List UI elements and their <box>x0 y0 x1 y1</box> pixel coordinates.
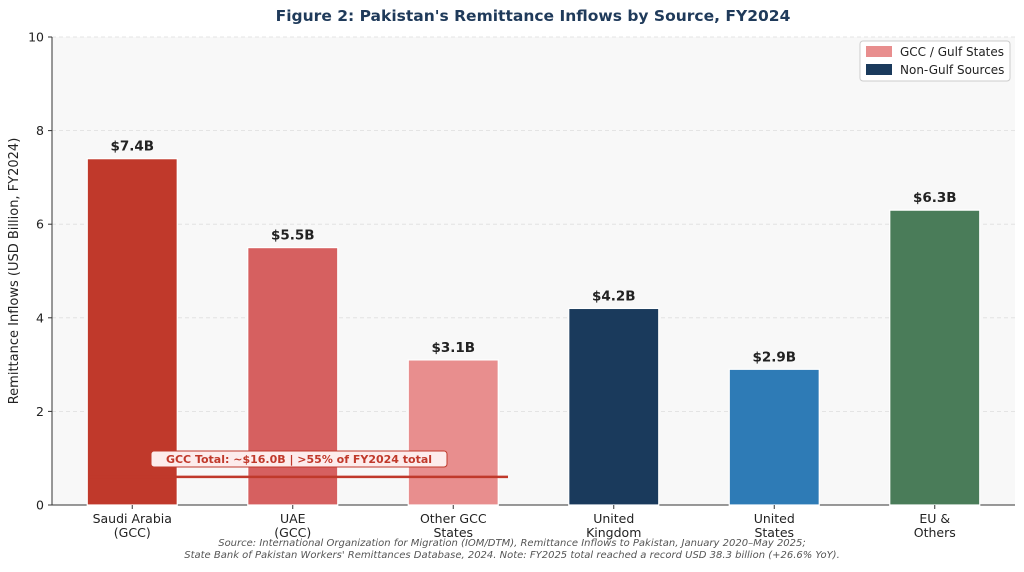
x-tick-label: Others <box>914 525 956 540</box>
legend-swatch <box>866 46 892 57</box>
x-tick-label: United <box>754 511 795 526</box>
x-tick-label: United <box>593 511 634 526</box>
y-tick-label: 10 <box>28 30 44 45</box>
bar-data-label: $7.4B <box>110 139 154 155</box>
legend-label: GCC / Gulf States <box>900 45 1004 59</box>
x-tick-label: Saudi Arabia <box>93 511 172 526</box>
bar-data-label: $6.3B <box>913 190 957 206</box>
x-tick-label: States <box>754 525 794 540</box>
y-tick-label: 6 <box>36 217 44 232</box>
y-tick-label: 2 <box>36 404 44 419</box>
y-tick-label: 8 <box>36 123 44 138</box>
x-tick-label: Kingdom <box>586 525 641 540</box>
chart-title: Figure 2: Pakistan's Remittance Inflows … <box>276 7 791 25</box>
x-tick-label: Other GCC <box>420 511 487 526</box>
legend-label: Non-Gulf Sources <box>900 63 1004 77</box>
x-tick-label: (GCC) <box>274 525 311 540</box>
x-tick-label: States <box>433 525 473 540</box>
legend-swatch <box>866 64 892 75</box>
y-axis-label: Remittance Inflows (USD Billion, FY2024) <box>7 138 22 405</box>
legend-box <box>859 40 1011 82</box>
bar <box>889 209 981 506</box>
x-tick-label: UAE <box>280 511 306 526</box>
gcc-total-box <box>150 450 448 468</box>
bar-data-label: $4.2B <box>592 288 636 304</box>
gcc-total-annotation: GCC Total: ~$16.0B | >55% of FY2024 tota… <box>166 453 432 466</box>
bar-data-label: $3.1B <box>431 340 475 356</box>
bar-data-label: $2.9B <box>752 349 796 365</box>
source-note: State Bank of Pakistan Workers' Remittan… <box>184 550 840 561</box>
x-tick-label: EU & <box>919 511 950 526</box>
bar <box>568 307 660 506</box>
bar <box>86 158 178 506</box>
plot-area <box>52 37 1015 505</box>
y-tick-label: 4 <box>36 310 44 325</box>
y-tick-label: 0 <box>36 498 44 513</box>
bar-data-label: $5.5B <box>271 228 315 244</box>
bar <box>407 359 499 506</box>
x-tick-label: (GCC) <box>114 525 151 540</box>
source-note: Source: International Organization for M… <box>218 538 806 549</box>
bar <box>728 368 820 506</box>
